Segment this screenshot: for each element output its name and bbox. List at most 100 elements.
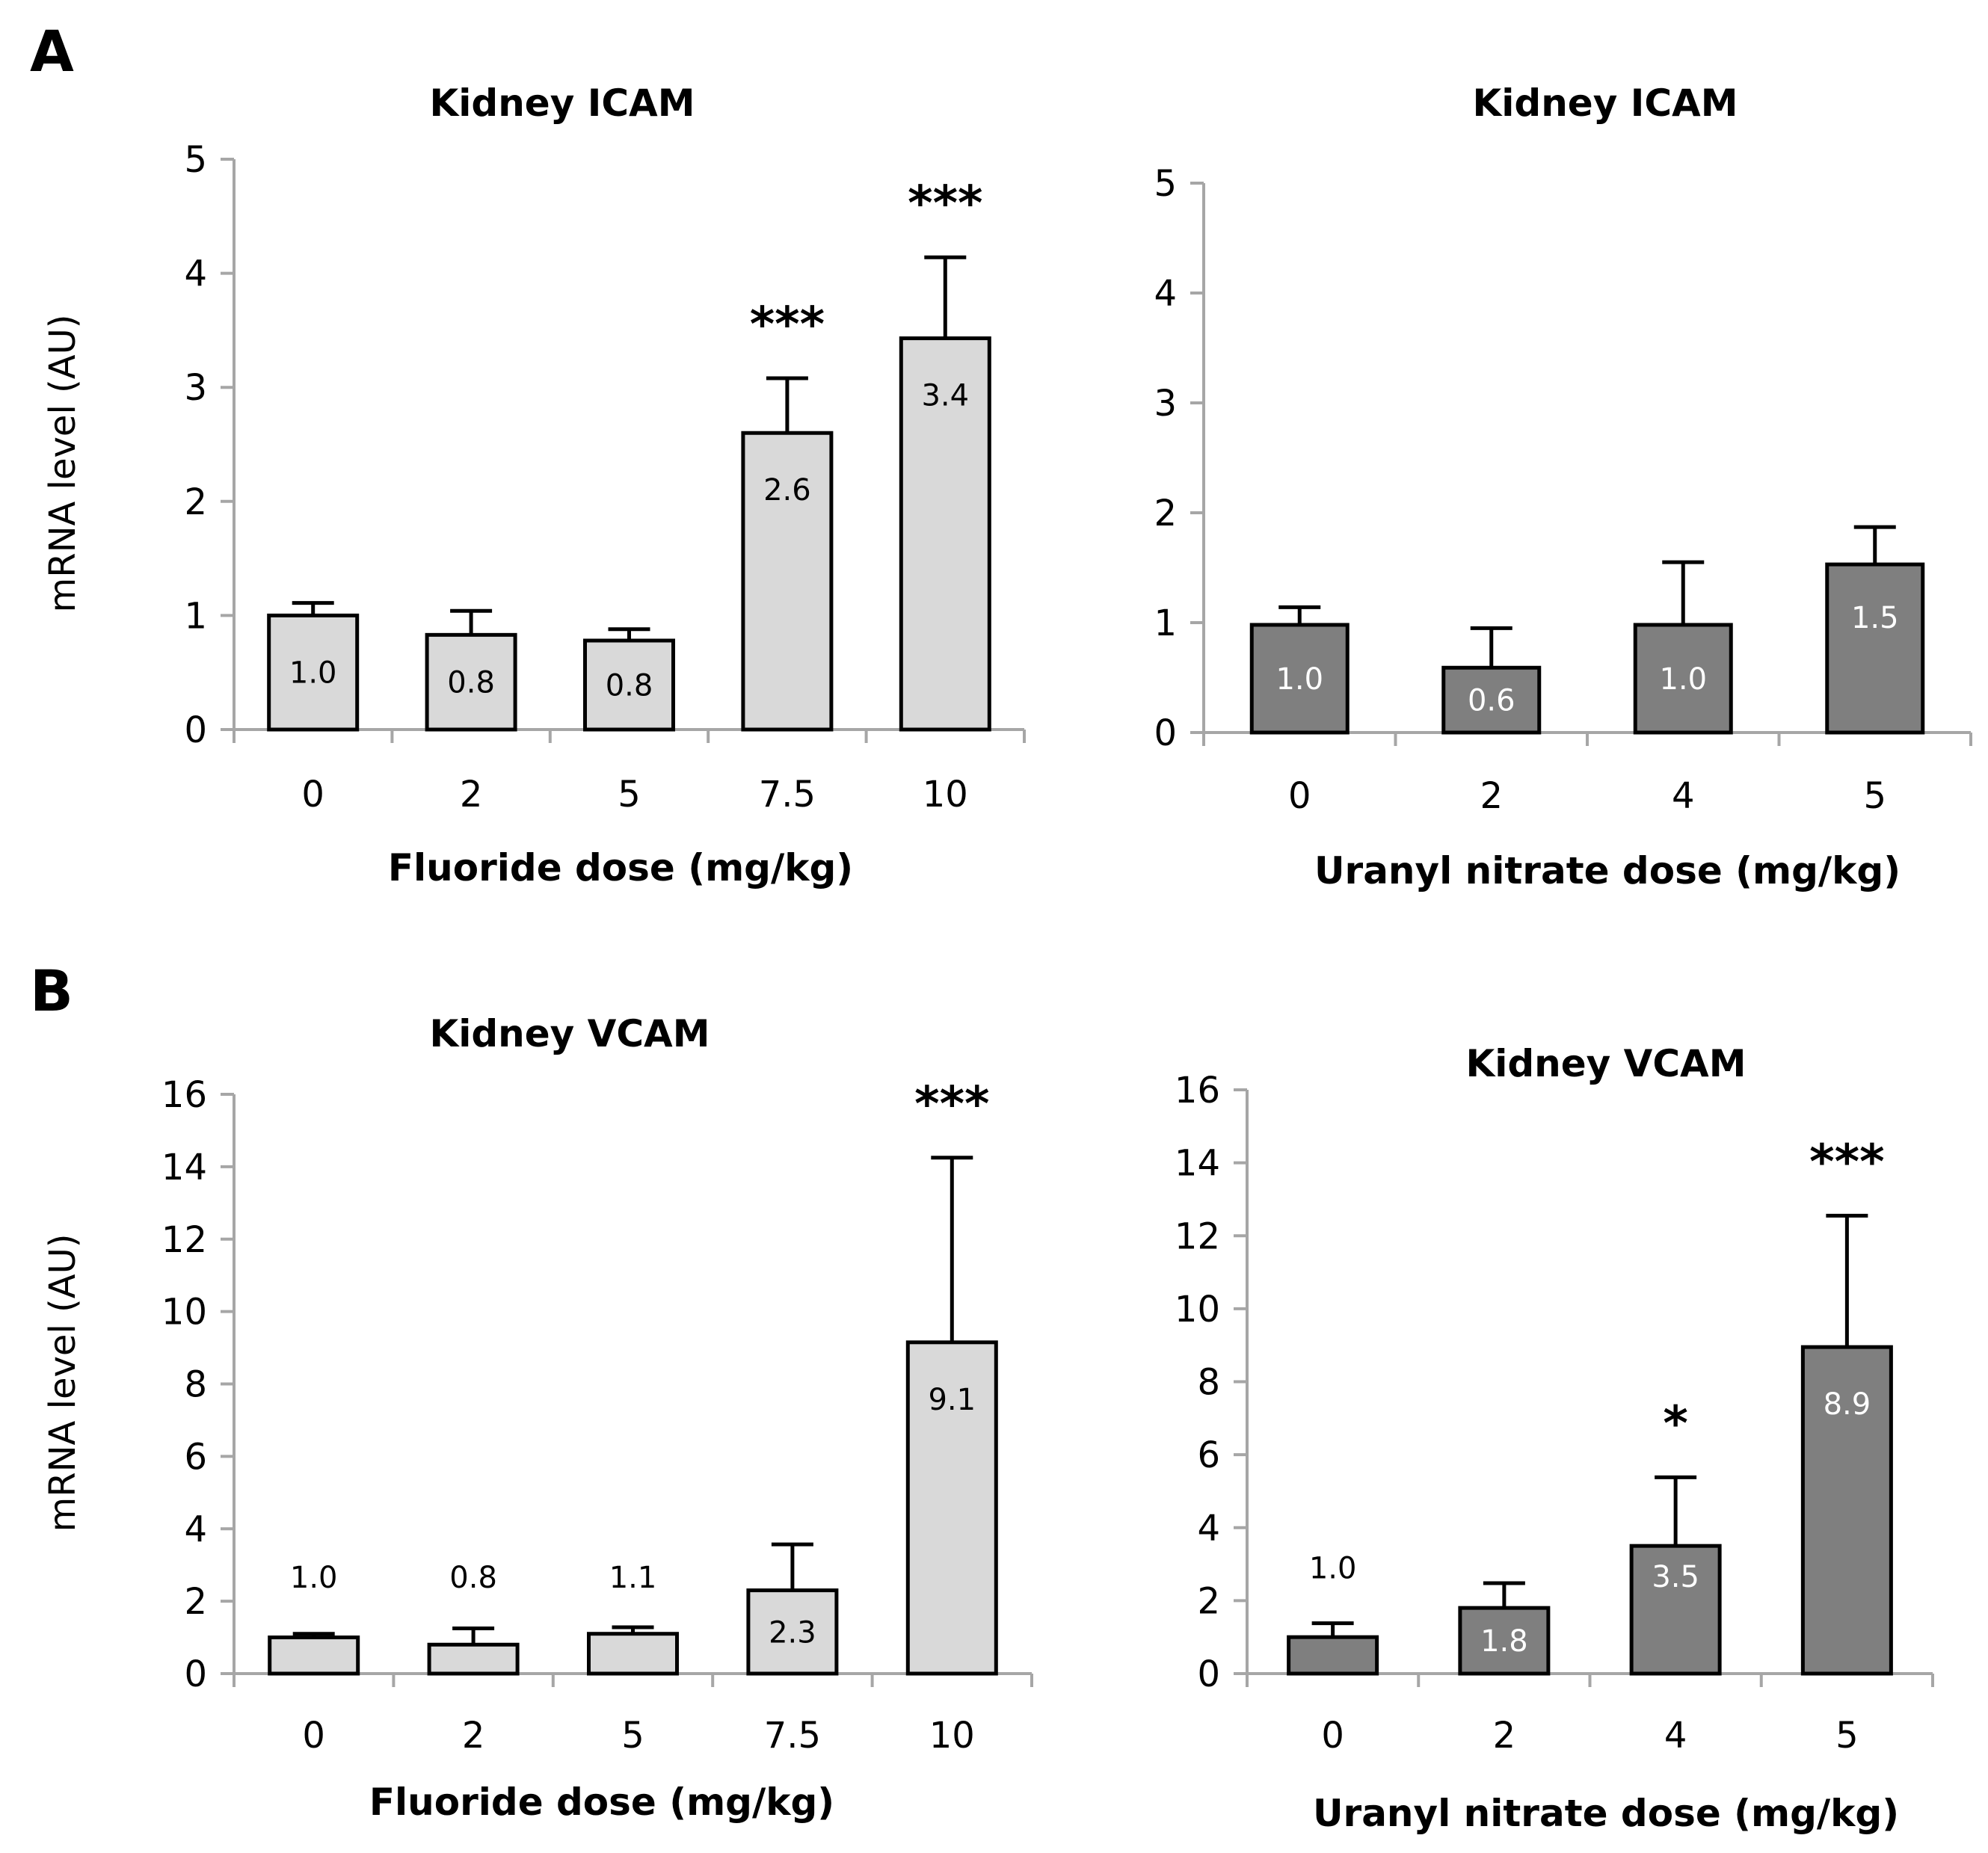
y-tick-label: 10 [1175,1289,1220,1331]
bar [268,1635,360,1676]
significance-marker: *** [750,297,825,353]
x-axis-label: Uranyl nitrate dose (mg/kg) [1313,1792,1899,1835]
panel-label-b: B [30,958,73,1024]
x-tick-label: 10 [923,774,968,815]
bar [1458,1606,1551,1676]
y-tick-label: 12 [161,1219,207,1261]
y-axis-label: mRNA level (AU) [42,315,84,613]
bar [1633,623,1733,735]
x-tick-label: 5 [1863,775,1886,817]
chart-title: Kidney VCAM [1465,1042,1746,1085]
significance-marker: *** [914,1077,989,1132]
y-tick-label: 6 [1197,1434,1220,1476]
data-label: 1.0 [289,656,337,691]
y-tick-label: 0 [184,709,207,751]
bar [1441,665,1542,735]
bar [583,638,675,732]
x-tick-label: 2 [1493,1715,1516,1757]
data-label: 1.0 [290,1561,338,1595]
data-label: 1.1 [609,1561,657,1595]
x-tick-label: 2 [462,1715,485,1757]
x-tick-label: 5 [1835,1715,1859,1757]
data-label: 9.1 [928,1383,976,1417]
data-label: 2.6 [763,473,811,508]
y-tick-label: 0 [1197,1653,1220,1695]
y-tick-label: 4 [1154,273,1177,315]
y-tick-label: 1 [184,595,207,637]
x-tick-label: 0 [1288,775,1311,817]
x-tick-label: 2 [460,774,483,815]
bar [905,1340,998,1676]
x-axis-label: Fluoride dose (mg/kg) [388,846,853,889]
bar [741,431,834,732]
chart-title: Kidney ICAM [430,81,695,125]
x-axis-label: Fluoride dose (mg/kg) [369,1780,834,1824]
data-label: 1.5 [1851,601,1899,635]
x-tick-label: 4 [1672,775,1695,817]
chart-b-right: Kidney VCAM Uranyl nitrate dose (mg/kg) 0 2… [1175,1042,1934,1835]
bar [267,613,360,732]
y-tick-label: 0 [184,1653,207,1695]
y-tick-label: 3 [184,367,207,409]
y-tick-label: 0 [1154,712,1177,754]
chart-a-left: Kidney ICAM Fluoride dose (mg/kg) mRNA lev… [42,81,1026,889]
x-axis-label: Uranyl nitrate dose (mg/kg) [1314,849,1901,892]
chart-title: Kidney VCAM [429,1012,710,1055]
data-label: 3.4 [921,379,969,413]
bar [1800,1345,1893,1676]
panel-label-a: A [30,18,74,84]
bar [746,1588,839,1676]
y-tick-label: 2 [1197,1580,1220,1622]
y-tick-label: 14 [1175,1143,1220,1185]
y-tick-label: 6 [184,1436,207,1478]
bar [1249,623,1350,735]
x-tick-label: 0 [302,1715,325,1757]
y-tick-label: 10 [161,1292,207,1334]
chart-title: Kidney ICAM [1473,81,1738,125]
y-axis-label: mRNA level (AU) [42,1234,84,1532]
x-tick-label: 7.5 [764,1715,821,1757]
bar [425,632,517,732]
data-label: 0.8 [606,668,653,703]
chart-b-left: Kidney VCAM Fluoride dose (mg/kg) mRNA lev… [42,1012,1033,1824]
y-tick-label: 4 [1197,1508,1220,1550]
y-tick-label: 12 [1175,1215,1220,1257]
y-tick-label: 4 [184,1508,207,1550]
bar [587,1632,679,1676]
x-tick-label: 4 [1664,1715,1687,1757]
data-label: 3.5 [1652,1560,1699,1594]
data-label: 1.0 [1659,662,1707,697]
x-tick-label: 10 [929,1715,975,1757]
y-tick-label: 16 [161,1074,207,1116]
y-tick-label: 1 [1154,602,1177,644]
y-tick-label: 5 [1154,163,1177,205]
significance-marker: *** [1809,1135,1884,1190]
data-label: 1.0 [1275,662,1323,697]
x-tick-label: 2 [1480,775,1503,817]
bar [1629,1544,1722,1676]
bar [427,1642,520,1676]
y-tick-label: 16 [1175,1070,1220,1112]
significance-marker: *** [908,176,982,232]
data-label: 1.8 [1480,1624,1528,1659]
x-tick-label: 0 [301,774,324,815]
x-tick-label: 0 [1321,1715,1344,1757]
y-tick-label: 2 [184,481,207,523]
y-tick-label: 4 [184,253,207,295]
y-tick-label: 2 [184,1581,207,1623]
x-tick-label: 5 [621,1715,644,1757]
y-tick-label: 8 [1197,1362,1220,1404]
y-tick-label: 2 [1154,493,1177,534]
bar [1825,562,1925,735]
data-label: 0.8 [447,666,495,700]
data-label: 8.9 [1824,1387,1871,1422]
y-tick-label: 5 [184,139,207,181]
data-label: 2.3 [769,1615,816,1650]
x-tick-label: 5 [618,774,641,815]
bar [1287,1635,1379,1676]
x-tick-label: 7.5 [759,774,816,815]
y-tick-label: 8 [184,1364,207,1406]
data-label: 1.0 [1309,1552,1357,1586]
